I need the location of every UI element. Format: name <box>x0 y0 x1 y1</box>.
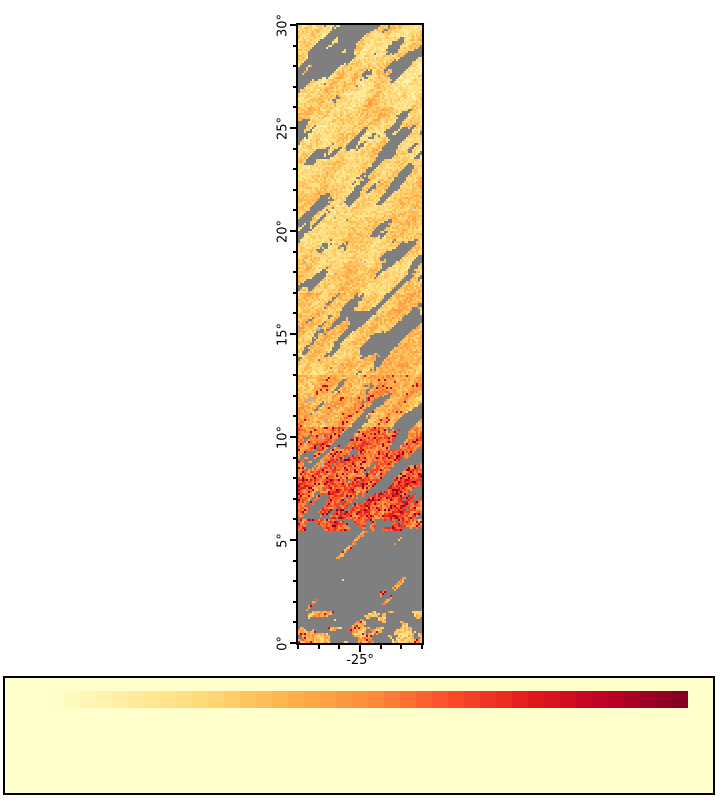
lat-tick-label: 20° <box>275 219 291 243</box>
lon-minor-tick <box>338 645 341 649</box>
lat-tick-label: 15° <box>275 322 291 346</box>
lat-tick-label: 25° <box>275 116 291 140</box>
lon-major-tick <box>359 645 361 652</box>
lon-minor-tick <box>297 645 299 649</box>
lon-minor-tick <box>317 645 320 649</box>
colorbar-gradient <box>48 691 688 708</box>
lon-minor-tick <box>421 645 423 649</box>
lon-minor-tick <box>400 645 403 649</box>
aod-map-canvas <box>298 25 422 643</box>
lon-minor-tick <box>379 645 382 649</box>
lat-tick-label: 30° <box>275 13 291 37</box>
lat-tick-label: 0° <box>275 635 291 651</box>
map-plot-frame <box>296 23 424 645</box>
lat-tick-label: 10° <box>275 425 291 449</box>
lon-tick-label: -25° <box>346 653 374 668</box>
lat-tick-label: 5° <box>275 532 291 548</box>
